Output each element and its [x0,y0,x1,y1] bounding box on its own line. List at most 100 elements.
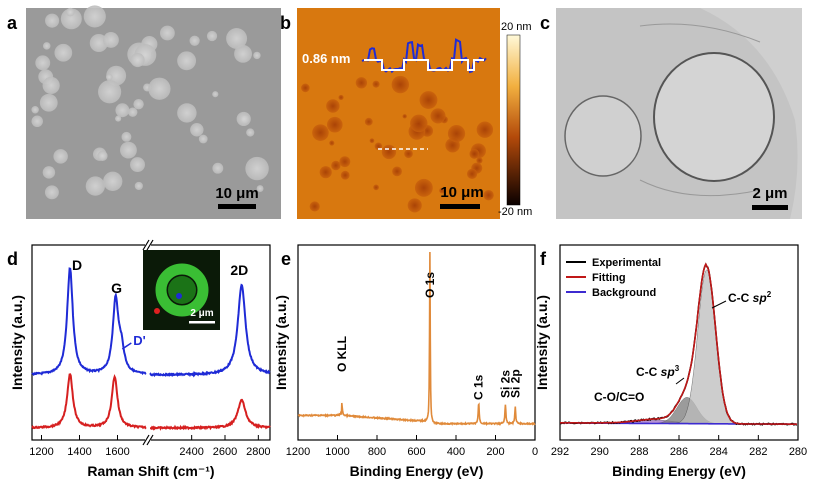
component-annotation: C-C sp3 [636,364,680,379]
sem-droplet [66,7,75,17]
inset-scale-label: 2 μm [190,308,213,319]
x-tick-label-f: 290 [590,446,608,458]
x-tick-label-d: 2400 [179,446,203,458]
y-axis-label-e: Intensity (a.u.) [273,295,289,390]
sem-droplet [226,28,248,49]
afm-droplet [340,170,350,180]
sem-droplet [148,77,171,100]
sem-droplets [31,5,269,200]
legend-label: Experimental [592,257,661,269]
x-axis-label-d: Raman Shift (cm⁻¹) [87,463,214,479]
inset-red-point [154,308,160,314]
plot-frame-e [297,244,536,441]
sem-droplet [35,55,51,71]
raman-spectrum-blue [31,267,147,376]
x-tick-label-f: 292 [551,446,569,458]
component-annotation: C-C sp2 [728,290,772,305]
scale-bar-c [752,205,788,210]
peak-label-dprime: D' [133,333,145,348]
sem-droplet [212,91,219,98]
xps-peak-label: Si 2p [508,369,522,398]
afm-droplet [483,189,494,201]
afm-droplet [476,121,494,138]
sem-droplet [45,13,60,28]
afm-droplet [476,157,483,164]
sem-droplet [31,106,39,114]
sem-droplet [130,157,145,173]
afm-droplets [301,75,494,213]
peak-label-d: D [72,257,82,273]
afm-droplet [469,148,480,159]
axis-break-gap-top [145,242,151,248]
afm-droplet [372,80,380,88]
afm-droplet [331,160,341,171]
panel-d: d 1200 1400 1600 2400 2600 2800 Raman Shift (c… [7,239,271,479]
x-tick-label-d: 1200 [29,446,53,458]
xps-c1s-plot: 292 290 288 286 284 282 280 Binding Energy (eV)… [534,244,807,479]
afm-droplet [301,83,310,93]
xps-peak-label: O KLL [335,336,349,372]
raman-spectrum-red [150,398,271,431]
afm-droplet [381,144,397,160]
legend-label: Fitting [592,272,626,284]
sem-droplet [44,185,59,200]
axis-break-mark [142,239,150,251]
sem-droplet [42,166,56,179]
axis-break-mark [146,434,154,446]
afm-droplet [391,75,410,94]
panel-f: f 292 290 288 286 284 282 280 Binding Energy (e… [534,244,807,479]
panel-e: e 1200 1000 800 600 400 200 0 Binding Energy (e… [273,244,538,479]
sem-droplet [198,134,208,144]
tem-film-edge [639,23,761,43]
afm-droplet [407,198,422,213]
axis-break-mark [142,434,150,446]
x-tick-label-f: 286 [670,446,688,458]
sem-droplet [133,98,144,110]
x-tick-label-f: 280 [789,446,807,458]
x-tick-label-e: 0 [532,446,538,458]
xps-peak-label: C 1s [472,374,486,400]
sem-droplet [115,115,122,122]
afm-droplet [439,187,445,194]
sem-droplet [85,176,105,196]
sem-droplet [253,51,261,60]
afm-droplet [319,166,332,179]
sem-droplet [206,30,218,42]
sem-droplet [234,44,252,63]
tem-small-hole [564,95,642,177]
sem-droplet [177,51,197,71]
afm-droplet [414,178,433,197]
x-tick-label-d: 2800 [246,446,270,458]
sem-droplet [256,185,264,192]
annotation-pointer [711,300,727,309]
dprime-pointer [121,342,132,350]
colorbar-min: -20 nm [498,206,532,218]
peak-label-2d: 2D [230,262,248,278]
x-tick-label-d: 2600 [213,446,237,458]
sem-droplet [115,103,130,118]
afm-droplet [326,99,340,113]
raman-map-ring [155,263,209,317]
sem-droplet [103,171,123,191]
panel-label-d: d [7,249,18,269]
sem-droplet [54,43,73,62]
panel-c: 2 μm c [540,8,802,219]
afm-droplet [369,138,375,144]
sem-droplet [53,149,68,164]
x-tick-label-d: 1400 [67,446,91,458]
axis-break-gap-bottom [145,437,151,443]
afm-droplet [364,117,373,126]
afm-droplet [339,156,351,168]
sem-droplet [130,53,145,68]
x-tick-label-e: 400 [447,446,465,458]
tem-large-hole [653,52,775,182]
x-axis-label-f: Binding Energy (eV) [612,463,746,479]
sem-droplet [128,107,138,117]
xps-peak-label: O 1s [423,272,437,298]
sem-droplet [103,32,119,48]
afm-droplet [374,142,383,151]
raman-plot: 1200 1400 1600 2400 2600 2800 Raman Shift (cm⁻… [9,239,271,479]
x-tick-label-e: 600 [407,446,425,458]
x-tick-label-e: 200 [486,446,504,458]
sem-droplet [246,128,255,137]
